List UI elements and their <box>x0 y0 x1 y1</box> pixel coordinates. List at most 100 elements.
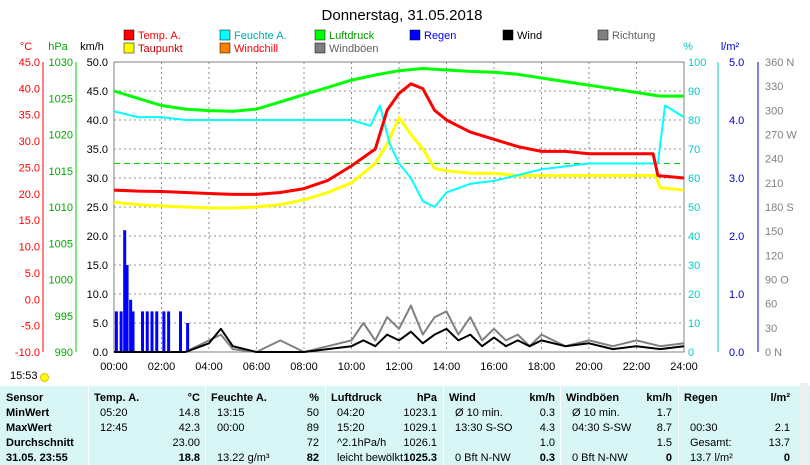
press-header: Luftdruck hPa <box>331 392 437 404</box>
legend-label: Taupunkt <box>138 43 183 55</box>
legend-swatch <box>123 42 135 54</box>
clock-time: 15:53 <box>10 370 38 382</box>
max-label: MaxWert <box>6 422 52 434</box>
min-label: MinWert <box>6 407 50 419</box>
pressure-tick: 1020 <box>49 130 73 142</box>
axis-labels: °C hPa km/h% l/m² 45.0 40.0 35.0 30.0 25.0 20.0 15… <box>15 41 797 359</box>
wind-tick: 35.0 <box>87 144 108 156</box>
legend-label: Wind <box>517 30 542 42</box>
hum-header: Feuchte A.% <box>211 392 319 404</box>
temp-tick: -5.0 <box>21 321 40 333</box>
rain-bar <box>179 311 182 352</box>
rain-bar <box>119 311 123 352</box>
hum-row: 13:15 50 <box>217 407 319 419</box>
current-label: 31.05. 23:55 <box>6 452 68 464</box>
humidity-tick: 80 <box>688 115 700 127</box>
time-tick: 24:00 <box>670 361 698 373</box>
direction-tick: 180 S <box>765 202 794 214</box>
rain-bar <box>131 311 135 352</box>
humidity-tick: 70 <box>688 144 700 156</box>
humidity-tick: 50 <box>688 202 700 214</box>
rain-bar <box>186 323 190 352</box>
temp-header: Temp. A. °C <box>94 392 200 404</box>
wind-tick: 5.0 <box>93 318 108 330</box>
wind-unit: km/h <box>80 41 104 53</box>
rain-bar <box>114 311 118 352</box>
direction-tick: 330 <box>765 81 783 93</box>
rain-unit: l/m² <box>721 41 740 53</box>
legend: Temp. A. Feuchte A. Luftdruck Regen Wind Rich… <box>123 29 655 55</box>
pressure-unit: hPa <box>48 41 68 53</box>
pressure-tick: 1015 <box>49 166 73 178</box>
temp-tick: -10.0 <box>15 347 40 359</box>
humidity-tick: 40 <box>688 231 700 243</box>
rain-tick: 4.0 <box>729 115 744 127</box>
wind-tick: 45.0 <box>87 86 108 98</box>
legend-swatch <box>219 29 231 41</box>
legend-swatch <box>123 29 135 41</box>
press-row: 15:20 1029.1 <box>337 422 437 434</box>
temp-column: Temp. A. °C 05:20 14.8 12:45 42.3 23.00 18.8 <box>94 391 200 465</box>
legend-label: Regen <box>424 30 456 42</box>
temp-tick: 25.0 <box>19 162 40 174</box>
hum-row: 00:00 89 <box>217 422 319 434</box>
legend-swatch <box>314 42 326 54</box>
legend-label: Temp. A. <box>138 30 181 42</box>
chart-title: Donnerstag, 31.05.2018 <box>322 7 483 24</box>
temp-tick: 15.0 <box>19 215 40 227</box>
rain-bar <box>167 311 171 352</box>
press-row: 04:20 1023.1 <box>337 407 437 419</box>
temp-unit: °C <box>20 41 32 53</box>
gust-row: 0 Bft N-NW 0 <box>572 452 672 464</box>
legend-label: Feuchte A. <box>234 30 287 42</box>
rain-bar <box>125 265 129 352</box>
series-line-luftdruck <box>113 67 684 113</box>
humidity-tick: 30 <box>688 260 700 272</box>
rain-tick: 5.0 <box>729 57 744 69</box>
wind-tick: 40.0 <box>87 115 108 127</box>
legend-label: Windchill <box>234 43 278 55</box>
humidity-tick: 60 <box>688 173 700 185</box>
rain-bar <box>150 311 154 352</box>
rain-tick: 2.0 <box>729 231 744 243</box>
rain-row <box>684 406 790 421</box>
temp-tick: 5.0 <box>25 268 40 280</box>
pressure-tick: 1010 <box>49 202 73 214</box>
temp-row: 23.00 <box>172 437 200 449</box>
sensor-header: Sensor <box>6 392 44 404</box>
x-axis: 00:00 02:00 04:00 06:00 08:00 10:00 12:00 14:00… <box>100 361 698 373</box>
wind-tick: 25.0 <box>87 202 108 214</box>
gust-header: Windböen km/h <box>566 392 672 404</box>
press-row: leicht bewölkt 1025.3 <box>337 452 437 464</box>
humidity-tick: 10 <box>688 318 700 330</box>
direction-tick: 30 <box>765 323 777 335</box>
temp-row: 05:20 14.8 <box>100 407 200 419</box>
gust-row: 1.5 <box>656 437 672 449</box>
wind-tick: 30.0 <box>87 173 108 185</box>
direction-tick: 90 O <box>765 275 789 287</box>
sensor-column: Sensor MinWert MaxWert Durchschnitt 31.0… <box>6 391 86 465</box>
legend-swatch <box>314 29 326 41</box>
wind-row: 1.0 <box>539 437 555 449</box>
time-tick: 04:00 <box>195 361 223 373</box>
temp-tick: 20.0 <box>19 189 40 201</box>
wind-column: Wind km/h Ø 10 min. 0.3 13:30 S-SO 4.3 1.0 0 Bf… <box>449 391 555 465</box>
direction-tick: 150 <box>765 226 783 238</box>
grid <box>114 62 684 352</box>
press-row: ^2.1hPa/h 1026.1 <box>337 437 437 449</box>
rain-bar <box>155 311 159 352</box>
legend-swatch <box>502 29 514 41</box>
hum-row: 13.22 g/m³ 82 <box>217 452 319 464</box>
wind-tick: 15.0 <box>87 260 108 272</box>
time-tick: 18:00 <box>528 361 556 373</box>
direction-tick: 0 N <box>765 347 782 359</box>
pressure-tick: 1025 <box>49 93 73 105</box>
wind-tick: 20.0 <box>87 231 108 243</box>
wind-header: Wind km/h <box>449 392 555 404</box>
legend-swatch <box>219 42 231 54</box>
rain-row: 00:30 2.1 <box>690 422 790 434</box>
scroll-control[interactable] <box>800 383 808 465</box>
direction-tick: 120 <box>765 250 783 262</box>
temp-tick: 35.0 <box>19 110 40 122</box>
rain-tick: 0.0 <box>729 347 744 359</box>
